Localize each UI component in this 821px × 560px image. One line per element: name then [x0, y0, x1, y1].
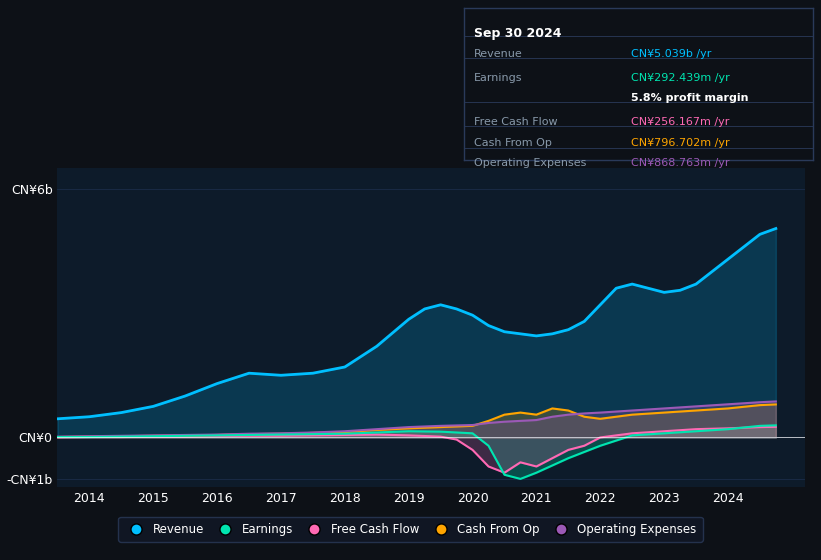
Text: 5.8% profit margin: 5.8% profit margin	[631, 93, 749, 103]
Text: Sep 30 2024: Sep 30 2024	[475, 26, 562, 40]
Text: CN¥256.167m /yr: CN¥256.167m /yr	[631, 117, 730, 127]
Text: Free Cash Flow: Free Cash Flow	[475, 117, 558, 127]
Text: CN¥796.702m /yr: CN¥796.702m /yr	[631, 138, 730, 148]
Text: CN¥868.763m /yr: CN¥868.763m /yr	[631, 158, 730, 168]
Text: Revenue: Revenue	[475, 49, 523, 59]
Text: Cash From Op: Cash From Op	[475, 138, 553, 148]
Text: Earnings: Earnings	[475, 73, 523, 83]
Text: CN¥5.039b /yr: CN¥5.039b /yr	[631, 49, 712, 59]
Legend: Revenue, Earnings, Free Cash Flow, Cash From Op, Operating Expenses: Revenue, Earnings, Free Cash Flow, Cash …	[118, 517, 703, 542]
Text: CN¥292.439m /yr: CN¥292.439m /yr	[631, 73, 730, 83]
Text: Operating Expenses: Operating Expenses	[475, 158, 587, 168]
